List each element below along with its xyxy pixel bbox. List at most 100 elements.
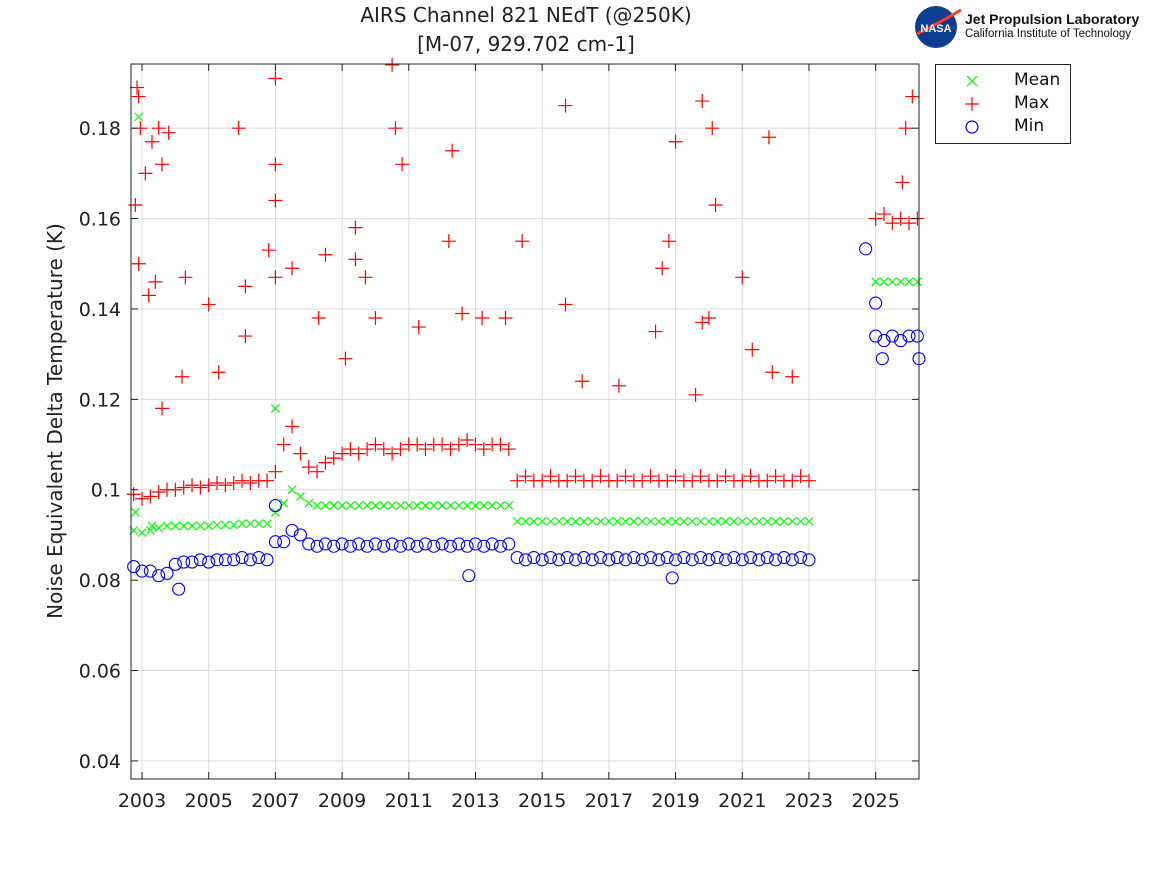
max-marker [143,489,158,504]
min-marker [543,550,558,565]
mean-marker [604,516,614,526]
mean-marker [662,516,672,526]
mean-marker [195,521,205,531]
axis-ticks: 2003 2005 2007 2009 2011 2013 2015 2017 2019 2021… [79,64,919,812]
circle-marker-icon [965,120,979,134]
chart-title-line1: AIRS Channel 821 NEdT (@250K) [360,3,692,27]
x-tick-label: 2013 [451,790,499,812]
min-marker [135,564,149,578]
max-marker [260,473,275,488]
min-marker [677,550,691,565]
y-axis-label: Noise Equivalent Delta Temperature (K) [43,223,67,619]
max-marker [385,57,400,72]
min-marker [218,553,232,567]
mean-marker [412,501,422,510]
min-marker [177,555,191,569]
max-marker [368,437,383,452]
max-marker [693,469,708,484]
max-marker [161,125,176,140]
plus-marker-icon [965,97,979,111]
min-marker [427,539,441,553]
min-marker [577,550,591,565]
mean-marker [787,516,797,526]
max-marker [443,442,458,457]
max-marker [276,437,291,452]
legend-label-mean: Mean [1014,70,1061,90]
min-marker [327,539,341,553]
max-marker [735,270,750,285]
min-marker [260,553,274,567]
max-marker [243,475,258,490]
max-marker [310,464,325,479]
min-marker [443,539,458,553]
min-marker [602,553,616,567]
mean-marker [646,516,655,526]
max-marker [793,469,808,484]
min-marker [485,537,499,551]
mean-marker [421,501,430,510]
min-marker [694,550,708,565]
mean-marker [270,403,280,413]
max-marker [643,469,658,484]
min-marker [335,537,349,551]
max-marker [760,473,775,488]
min-marker [460,539,474,553]
max-marker [718,469,733,484]
mean-marker [721,516,731,526]
max-marker [155,157,170,172]
mean-marker [546,516,555,526]
max-marker [885,216,900,231]
min-marker [560,550,574,565]
jpl-name: Jet Propulsion Laboratory [965,11,1140,27]
x-tick-label: 2003 [118,790,166,812]
max-marker [498,311,513,326]
max-marker [476,442,491,457]
max-marker [135,491,150,506]
max-marker [231,121,246,136]
max-marker [285,261,300,276]
min-marker [585,553,599,567]
max-marker [593,469,608,484]
max-marker [460,433,475,448]
min-marker [352,537,366,551]
min-marker [268,535,282,549]
min-marker [535,553,549,567]
mean-marker [329,501,339,510]
max-marker [435,437,450,452]
max-marker [201,478,216,493]
mean-marker [320,501,330,510]
max-marker [178,270,193,285]
max-marker [661,234,676,249]
min-marker [343,539,357,553]
min-marker [894,334,908,348]
max-marker [575,374,590,389]
mean-marker [212,520,222,530]
max-marker [385,446,400,461]
max-marker [765,365,780,380]
mean-marker [134,112,144,122]
y-tick-label: 0.14 [79,299,121,321]
min-marker [777,550,791,565]
min-marker [243,553,257,567]
mean-marker [262,519,272,529]
max-marker [235,473,250,488]
max-marker [518,469,533,484]
min-marker [418,537,433,551]
max-marker [293,446,308,461]
mean-marker [337,501,347,510]
min-marker [462,569,476,583]
min-marker [627,550,641,565]
mean-marker [145,525,155,535]
mean-marker [637,516,647,526]
max-marker [395,157,410,172]
max-marker [311,311,326,326]
mean-marker [471,501,480,510]
min-marker [760,550,774,565]
min-marker [685,553,699,567]
max-marker [785,473,800,488]
max-marker [218,478,233,493]
max-marker [761,130,776,145]
x-tick-label: 2019 [651,790,699,812]
max-marker [351,446,366,461]
max-marker [128,198,143,213]
